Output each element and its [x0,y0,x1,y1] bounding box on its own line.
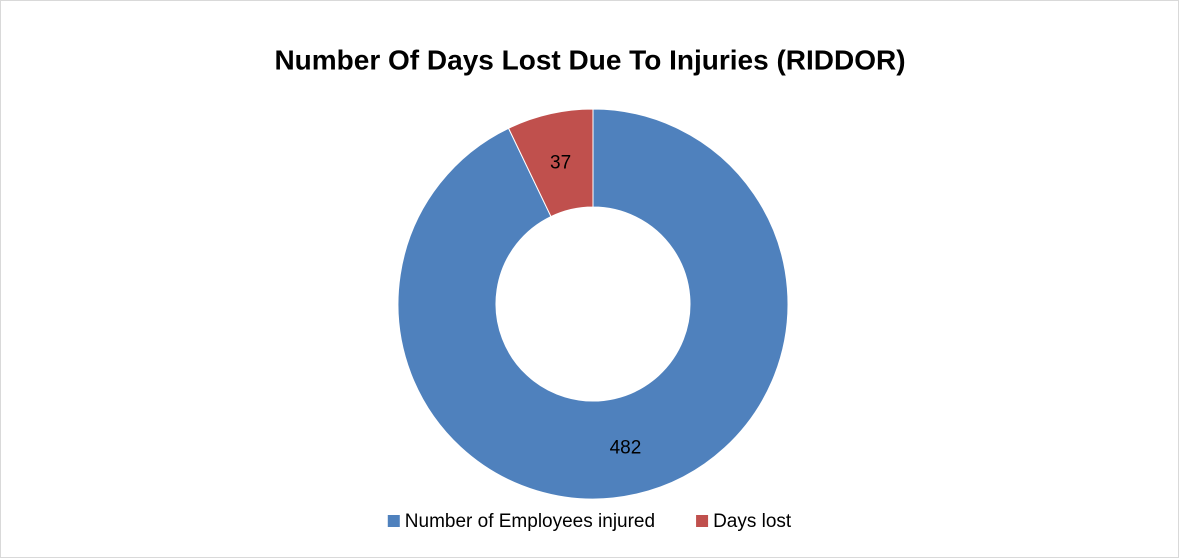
legend-swatch [696,515,709,527]
data-label: 482 [610,437,642,458]
legend-swatch [387,515,400,527]
chart-title: Number Of Days Lost Due To Injuries (RID… [274,44,905,75]
legend-label: Days lost [713,511,792,532]
data-label: 37 [550,153,571,174]
donut-slice [397,108,789,500]
legend-label: Number of Employees injured [405,511,655,532]
donut-slice [507,108,594,218]
